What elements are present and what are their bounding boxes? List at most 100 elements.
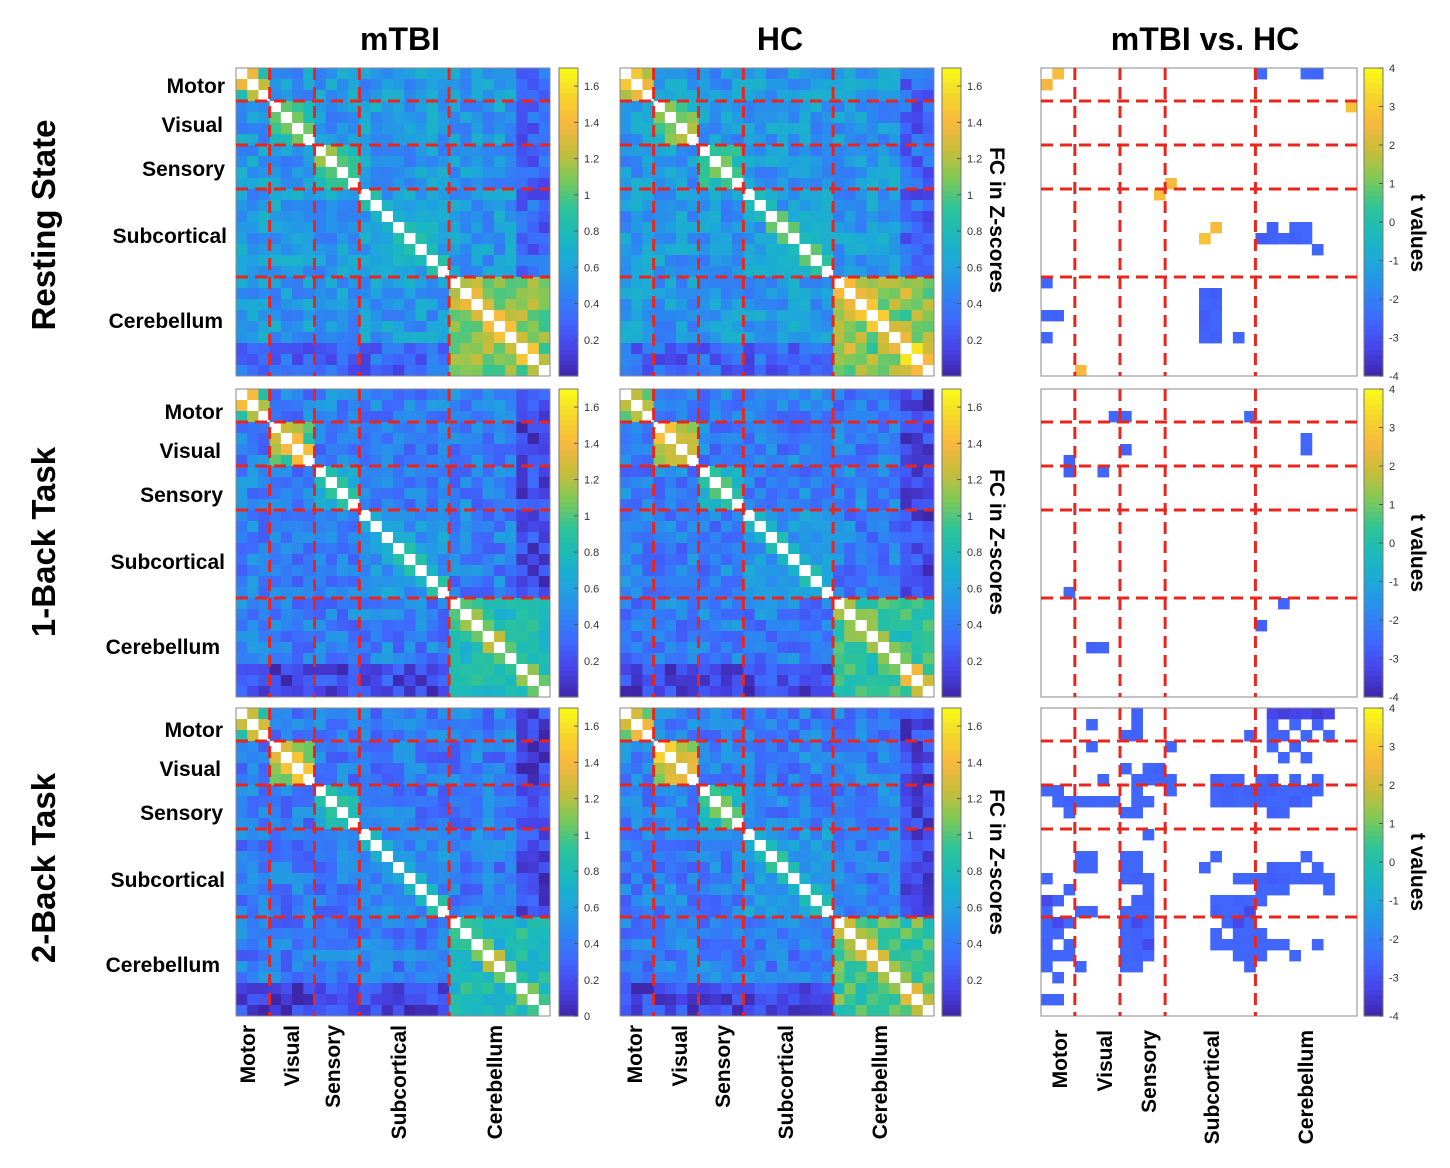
fc-cell — [732, 233, 744, 245]
fc-cell — [258, 521, 271, 533]
fc-cell — [676, 266, 688, 278]
fc-cell — [810, 477, 823, 489]
fc-cell — [236, 631, 248, 643]
fc-cell — [527, 774, 540, 786]
fc-cell — [709, 807, 722, 819]
fc-cell — [889, 829, 901, 841]
fc-cell — [449, 400, 461, 412]
fc-cell — [765, 675, 778, 687]
fc-cell — [620, 763, 632, 775]
fc-cell — [493, 554, 506, 566]
fc-cell — [777, 752, 789, 764]
fc-cell — [370, 488, 383, 500]
fc-cell — [653, 422, 666, 434]
fc-cell — [866, 829, 879, 841]
fc-cell — [314, 90, 327, 102]
fc-cell — [437, 741, 450, 753]
fc-cell — [516, 211, 528, 223]
fc-colorbar-gradient-step — [942, 635, 961, 642]
fc-cell — [877, 112, 890, 124]
fc-cell — [493, 818, 506, 830]
fc-cell — [415, 112, 428, 124]
fc-cell — [292, 741, 304, 753]
fc-cell — [687, 521, 699, 533]
fc-cell — [370, 928, 383, 940]
fc-cell — [280, 123, 293, 135]
fc-cell — [516, 686, 528, 698]
fc-cell — [381, 244, 394, 256]
fc-cell — [720, 609, 733, 621]
fc-cell — [889, 123, 901, 135]
fc-cell — [482, 928, 495, 940]
fc-cell — [698, 664, 711, 676]
fc-cell — [687, 565, 699, 577]
fc-cell — [765, 631, 778, 643]
fc-cell — [720, 332, 733, 344]
fc-cell — [642, 79, 655, 91]
fc-cell — [687, 389, 699, 401]
fc-cell — [292, 90, 304, 102]
fc-cell — [493, 719, 506, 731]
fc-cell — [799, 565, 812, 577]
fc-cell — [732, 244, 744, 256]
fc-cell — [620, 343, 632, 355]
fc-cell — [799, 664, 812, 676]
fc-cell — [236, 554, 248, 566]
fc-cell — [855, 400, 868, 412]
fc-cell — [799, 554, 812, 566]
fc-cell — [314, 178, 327, 190]
fc-cell — [247, 873, 259, 885]
fc-colorbar-gradient-step — [942, 309, 961, 315]
fc-colorbar-gradient-step — [559, 713, 578, 719]
fc-cell — [754, 321, 767, 333]
x-label-cerebellum: Cerebellum — [1295, 1030, 1318, 1144]
fc-cell — [426, 576, 439, 588]
fc-cell — [911, 244, 924, 256]
fc-cell — [709, 332, 722, 344]
fc-cell — [631, 565, 643, 577]
fc-cell — [348, 642, 360, 654]
fc-cell — [460, 609, 472, 621]
fc-cell — [348, 719, 360, 731]
fc-colorbar-gradient-step — [942, 324, 961, 331]
fc-colorbar-gradient-step — [942, 237, 961, 244]
fc-cell — [236, 79, 248, 91]
fc-colorbar-gradient-step — [559, 191, 578, 197]
fc-cell — [732, 343, 744, 355]
fc-colorbar-gradient-step — [559, 795, 578, 801]
fc-cell — [505, 499, 517, 511]
fc-cell — [676, 178, 688, 190]
fc-cell — [516, 708, 528, 720]
fc-cell — [687, 499, 699, 511]
t-significant-cell — [1086, 642, 1098, 654]
fc-cell — [247, 675, 259, 687]
t-colorbar-gradient-step — [1364, 129, 1383, 136]
fc-colorbar-gradient-step — [559, 340, 578, 346]
fc-cell — [336, 840, 349, 852]
fc-cell — [280, 609, 293, 621]
fc-cell — [415, 994, 428, 1006]
fc-cell — [631, 101, 643, 113]
fc-cell — [810, 433, 823, 445]
fc-cell — [493, 178, 506, 190]
fc-cell — [709, 576, 722, 588]
fc-cell — [292, 156, 304, 168]
fc-cell — [426, 411, 439, 423]
fc-cell — [314, 343, 327, 355]
fc-colorbar-tick-label: 1.6 — [967, 81, 982, 93]
fc-cell — [381, 939, 394, 951]
fc-cell — [348, 112, 360, 124]
fc-cell — [471, 310, 484, 322]
fc-cell — [449, 466, 461, 478]
fc-cell — [393, 178, 405, 190]
fc-cell — [370, 763, 383, 775]
t-colorbar-gradient-step — [1364, 227, 1383, 233]
fc-cell — [426, 211, 439, 223]
fc-cell — [732, 466, 744, 478]
fc-cell — [404, 389, 416, 401]
fc-cell — [303, 1005, 315, 1017]
fc-cell — [314, 972, 327, 984]
fc-colorbar-gradient-step — [559, 309, 578, 315]
fc-cell — [325, 862, 338, 874]
fc-cell — [404, 466, 416, 478]
